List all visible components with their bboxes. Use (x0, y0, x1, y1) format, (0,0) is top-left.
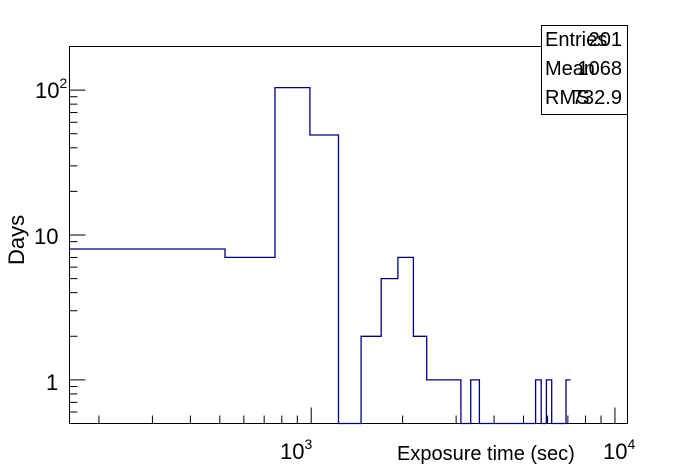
stat-row-rms: RMS 732.9 (545, 84, 622, 112)
stat-key: RMS (545, 87, 590, 109)
x-tick-label-10000: 104 (603, 436, 635, 464)
y-tick-label-10: 10 (34, 224, 58, 249)
y-axis-ticks (69, 46, 86, 424)
stat-row-entries: Entries 201 (545, 26, 622, 54)
stat-key: Mean (545, 58, 596, 80)
statistics-box: Entries 201 Mean 1068 RMS 732.9 (541, 25, 628, 115)
y-axis-label: Days (4, 215, 29, 265)
x-axis-label: Exposure time (sec) (397, 443, 575, 465)
y-tick-label-100: 102 (35, 75, 67, 103)
x-axis-ticks (98, 407, 616, 424)
stat-value: 1068 (577, 58, 623, 80)
stat-row-mean: Mean 1068 (545, 55, 622, 83)
stat-value: 201 (588, 29, 622, 51)
histogram-line (69, 86, 571, 425)
stat-value: 732.9 (571, 87, 622, 109)
x-tick-label-1000: 103 (280, 436, 312, 464)
y-tick-label-1: 1 (46, 370, 58, 395)
stat-key: Entries (545, 29, 608, 51)
